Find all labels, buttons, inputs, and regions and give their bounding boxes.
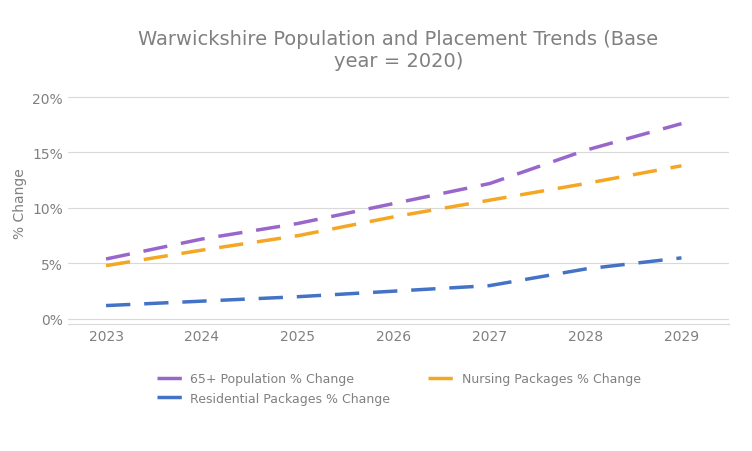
Legend: 65+ Population % Change, Residential Packages % Change, Nursing Packages % Chang: 65+ Population % Change, Residential Pac… bbox=[152, 368, 645, 410]
Residential Packages % Change bbox=[390, 289, 399, 294]
65+ Population % Change bbox=[198, 237, 207, 242]
65+ Population % Change bbox=[102, 257, 111, 262]
Y-axis label: % Change: % Change bbox=[13, 168, 26, 238]
Nursing Packages % Change bbox=[102, 263, 111, 269]
65+ Population % Change bbox=[390, 201, 399, 207]
Nursing Packages % Change bbox=[293, 234, 302, 239]
Nursing Packages % Change bbox=[390, 215, 399, 220]
Title: Warwickshire Population and Placement Trends (Base
year = 2020): Warwickshire Population and Placement Tr… bbox=[138, 30, 659, 71]
Line: 65+ Population % Change: 65+ Population % Change bbox=[106, 124, 681, 259]
Nursing Packages % Change bbox=[198, 248, 207, 253]
65+ Population % Change bbox=[581, 148, 590, 154]
65+ Population % Change bbox=[485, 181, 494, 187]
Nursing Packages % Change bbox=[581, 181, 590, 187]
65+ Population % Change bbox=[677, 122, 686, 127]
Nursing Packages % Change bbox=[677, 164, 686, 169]
Residential Packages % Change bbox=[485, 283, 494, 289]
Residential Packages % Change bbox=[102, 303, 111, 308]
Residential Packages % Change bbox=[581, 267, 590, 272]
Line: Nursing Packages % Change: Nursing Packages % Change bbox=[106, 166, 681, 266]
Residential Packages % Change bbox=[293, 295, 302, 300]
Residential Packages % Change bbox=[198, 299, 207, 304]
Nursing Packages % Change bbox=[485, 198, 494, 203]
65+ Population % Change bbox=[293, 221, 302, 227]
Line: Residential Packages % Change: Residential Packages % Change bbox=[106, 258, 681, 306]
Residential Packages % Change bbox=[677, 256, 686, 261]
